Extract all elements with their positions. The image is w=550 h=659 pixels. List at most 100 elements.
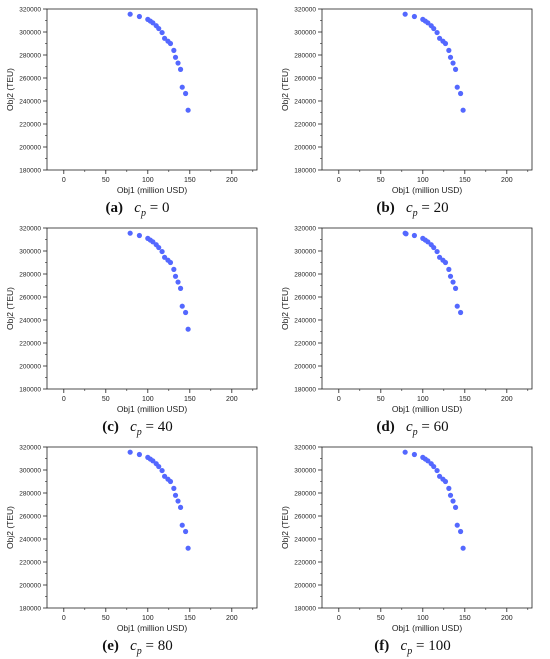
x-tick-label: 150 xyxy=(184,177,196,184)
x-tick-label: 100 xyxy=(417,177,429,184)
y-axis-label: Obj2 (TEU) xyxy=(5,68,15,111)
data-point xyxy=(171,485,177,491)
data-point xyxy=(402,11,408,17)
y-tick-label: 320000 xyxy=(19,7,41,14)
data-point xyxy=(127,449,133,455)
panel-a: 180000 200000 220000 240000 260000 280000 3000… xyxy=(0,0,275,219)
x-tick-label: 0 xyxy=(62,177,66,184)
panel-b: 180000 200000 220000 240000 260000 280000 3000… xyxy=(275,0,550,219)
caption-value: 80 xyxy=(157,638,173,654)
data-point xyxy=(450,279,456,285)
data-point xyxy=(179,84,185,90)
y-tick-label: 300000 xyxy=(19,30,41,37)
caption-letter: (a) xyxy=(105,200,124,216)
data-point xyxy=(447,54,454,60)
caption-value: 100 xyxy=(428,638,451,654)
data-point xyxy=(434,248,440,255)
x-tick-label: 50 xyxy=(377,615,385,622)
data-point xyxy=(167,259,174,266)
data-point xyxy=(183,309,189,316)
data-point xyxy=(458,309,464,316)
data-point xyxy=(172,54,179,60)
x-tick-label: 200 xyxy=(226,615,238,622)
y-tick-label: 300000 xyxy=(294,468,316,475)
x-tick-label: 0 xyxy=(337,177,341,184)
x-axis-label: Obj1 (million USD) xyxy=(392,404,463,414)
data-point xyxy=(460,545,466,551)
data-point xyxy=(446,485,452,491)
data-point xyxy=(136,451,142,458)
caption-symbol: cp xyxy=(126,200,146,219)
data-point xyxy=(460,107,466,113)
x-axis-label: Obj1 (million USD) xyxy=(117,623,188,633)
y-tick-label: 260000 xyxy=(19,76,41,83)
data-point xyxy=(411,232,417,239)
y-tick-label: 280000 xyxy=(19,491,41,498)
y-tick-label: 180000 xyxy=(19,387,41,394)
data-point xyxy=(159,248,165,255)
x-tick-label: 50 xyxy=(377,396,385,403)
data-point xyxy=(434,467,440,474)
plot-frame xyxy=(46,8,258,171)
data-point xyxy=(454,84,460,90)
chart-d: 180000 200000 220000 240000 260000 280000 3000… xyxy=(280,226,533,414)
y-tick-label: 280000 xyxy=(294,491,316,498)
data-point xyxy=(127,230,133,236)
data-point xyxy=(402,449,408,455)
x-tick-label: 150 xyxy=(459,615,471,622)
data-point xyxy=(175,498,181,504)
caption-letter: (d) xyxy=(376,419,395,435)
chart-f: 180000 200000 220000 240000 260000 280000 3000… xyxy=(280,445,533,633)
x-tick-label: 100 xyxy=(417,615,429,622)
x-tick-label: 150 xyxy=(459,177,471,184)
x-axis-label: Obj1 (million USD) xyxy=(392,185,463,195)
caption-value: 60 xyxy=(433,419,449,435)
y-tick-label: 220000 xyxy=(19,122,41,129)
data-point xyxy=(452,66,459,72)
y-tick-label: 200000 xyxy=(294,364,316,371)
data-point xyxy=(167,40,174,47)
data-point xyxy=(177,504,184,510)
panel-d: 180000 200000 220000 240000 260000 280000 3000… xyxy=(275,219,550,438)
chart-b: 180000 200000 220000 240000 260000 280000 3000… xyxy=(280,7,533,195)
y-tick-label: 260000 xyxy=(294,76,316,83)
plot-frame xyxy=(321,8,533,171)
data-point xyxy=(172,492,179,498)
caption-d: (d) cp = 60 xyxy=(376,419,449,438)
y-axis-label: Obj2 (TEU) xyxy=(280,506,290,549)
x-axis-label: Obj1 (million USD) xyxy=(117,404,188,414)
y-tick-label: 220000 xyxy=(294,341,316,348)
data-point xyxy=(450,498,456,504)
x-tick-label: 100 xyxy=(417,396,429,403)
panel-c: 180000 200000 220000 240000 260000 280000 3000… xyxy=(0,219,275,438)
data-point xyxy=(403,231,409,237)
x-tick-label: 150 xyxy=(184,396,196,403)
caption-symbol: cp xyxy=(393,638,413,657)
data-point xyxy=(179,522,185,528)
y-tick-label: 320000 xyxy=(19,226,41,233)
x-tick-label: 50 xyxy=(102,396,110,403)
plot-frame xyxy=(321,446,533,609)
x-tick-label: 150 xyxy=(184,615,196,622)
data-point xyxy=(431,244,437,251)
y-tick-label: 280000 xyxy=(19,53,41,60)
caption-symbol: cp xyxy=(122,419,142,438)
y-tick-label: 320000 xyxy=(19,445,41,452)
caption-symbol: cp xyxy=(122,638,142,657)
y-tick-label: 300000 xyxy=(19,468,41,475)
y-tick-label: 280000 xyxy=(294,53,316,60)
y-tick-label: 320000 xyxy=(294,226,316,233)
y-tick-label: 220000 xyxy=(294,122,316,129)
data-point xyxy=(442,40,449,47)
data-point xyxy=(434,29,440,36)
data-point xyxy=(172,273,179,279)
data-point xyxy=(450,60,456,66)
data-point xyxy=(177,66,184,72)
data-point xyxy=(175,279,181,285)
data-point xyxy=(446,47,452,54)
y-tick-label: 240000 xyxy=(294,318,316,325)
x-tick-label: 0 xyxy=(337,396,341,403)
data-point xyxy=(452,285,459,291)
data-point xyxy=(171,47,177,54)
data-point xyxy=(431,463,437,470)
